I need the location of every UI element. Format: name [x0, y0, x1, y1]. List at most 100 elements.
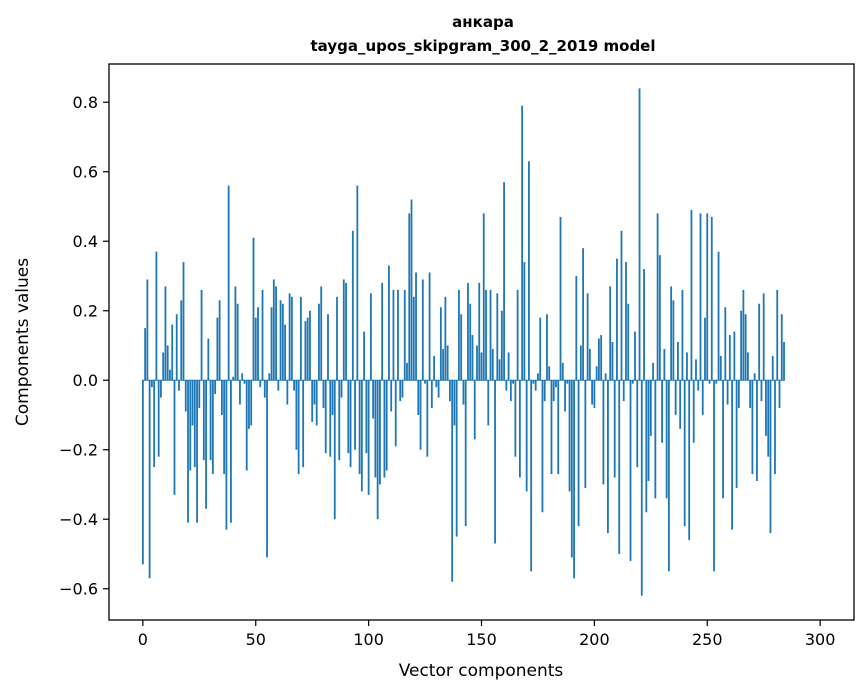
bar-35 — [220, 380, 223, 415]
bar-103 — [374, 380, 377, 478]
bar-266 — [742, 289, 745, 381]
x-tick-label: 300 — [805, 630, 836, 649]
bar-196 — [584, 380, 587, 488]
bar-14 — [173, 380, 176, 495]
bar-59 — [275, 286, 277, 381]
bar-135 — [446, 345, 449, 381]
bar-148 — [476, 345, 478, 381]
bar-105 — [379, 380, 381, 485]
bar-224 — [647, 380, 650, 481]
bar-151 — [482, 213, 485, 381]
bar-21 — [189, 380, 192, 471]
bar-119 — [410, 199, 413, 381]
bar-164 — [512, 380, 515, 384]
bar-252 — [710, 216, 713, 381]
bar-190 — [570, 380, 573, 558]
bar-74 — [309, 310, 311, 381]
bar-152 — [485, 289, 487, 381]
bar-209 — [613, 380, 616, 478]
bar-54 — [263, 380, 266, 398]
bar-184 — [557, 380, 560, 475]
bar-131 — [437, 380, 440, 398]
bar-26 — [200, 289, 203, 381]
bar-176 — [539, 317, 542, 381]
bar-218 — [634, 331, 636, 381]
bar-142 — [462, 380, 465, 405]
bar-180 — [548, 366, 551, 381]
bar-182 — [552, 380, 555, 402]
bar-158 — [498, 359, 501, 381]
bar-25 — [198, 380, 201, 409]
bar-57 — [270, 307, 273, 381]
bar-32 — [214, 380, 217, 395]
bar-163 — [509, 380, 512, 402]
bar-144 — [467, 282, 469, 381]
bar-8 — [160, 380, 162, 398]
bar-273 — [758, 303, 761, 381]
bar-86 — [336, 296, 338, 381]
bar-73 — [306, 317, 309, 381]
bar-129 — [433, 355, 435, 381]
bar-226 — [652, 362, 654, 381]
bar-19 — [184, 380, 187, 412]
bar-208 — [611, 342, 614, 381]
bar-56 — [268, 373, 271, 381]
bar-154 — [489, 289, 492, 381]
bar-279 — [771, 355, 774, 381]
bar-100 — [367, 380, 370, 495]
x-tick-label: 200 — [579, 630, 610, 649]
bar-203 — [600, 335, 603, 381]
bar-283 — [780, 314, 783, 381]
bar-97 — [360, 380, 363, 492]
bar-95 — [356, 185, 359, 381]
bar-106 — [381, 282, 384, 381]
bar-259 — [726, 380, 729, 405]
bar-237 — [677, 342, 679, 381]
bar-272 — [756, 380, 758, 481]
bar-150 — [480, 352, 483, 381]
bar-267 — [744, 314, 747, 381]
bar-104 — [376, 380, 379, 520]
bar-197 — [586, 293, 589, 381]
bar-116 — [403, 289, 406, 381]
bar-189 — [568, 380, 571, 492]
bar-30 — [209, 380, 212, 461]
bar-42 — [236, 303, 239, 381]
x-tick-label: 250 — [692, 630, 723, 649]
bar-series — [141, 88, 785, 596]
bar-242 — [688, 380, 691, 541]
bar-232 — [665, 380, 668, 499]
bar-11 — [166, 345, 169, 381]
bar-177 — [541, 380, 544, 513]
bar-89 — [342, 279, 345, 381]
bar-275 — [762, 293, 765, 381]
bar-55 — [266, 380, 268, 558]
bar-71 — [302, 380, 305, 468]
bar-15 — [175, 314, 178, 381]
bar-22 — [191, 380, 194, 426]
bar-115 — [401, 380, 404, 398]
bar-17 — [180, 300, 183, 381]
bar-10 — [164, 286, 167, 381]
bar-206 — [607, 380, 609, 534]
bar-227 — [654, 380, 657, 499]
bar-134 — [444, 296, 447, 381]
bar-53 — [261, 289, 264, 381]
bar-246 — [697, 380, 700, 391]
bar-45 — [243, 380, 246, 384]
bar-160 — [503, 182, 505, 381]
bar-161 — [505, 380, 508, 391]
bar-214 — [625, 262, 627, 381]
bar-83 — [329, 380, 332, 457]
bar-133 — [442, 348, 445, 381]
bar-48 — [250, 380, 253, 426]
bar-68 — [295, 380, 298, 450]
bar-179 — [546, 314, 548, 381]
bar-98 — [363, 331, 366, 381]
bar-120 — [412, 296, 415, 381]
bar-171 — [528, 161, 530, 381]
bar-72 — [304, 321, 307, 381]
bar-233 — [667, 380, 670, 572]
bar-18 — [182, 262, 185, 381]
bar-202 — [597, 338, 600, 381]
